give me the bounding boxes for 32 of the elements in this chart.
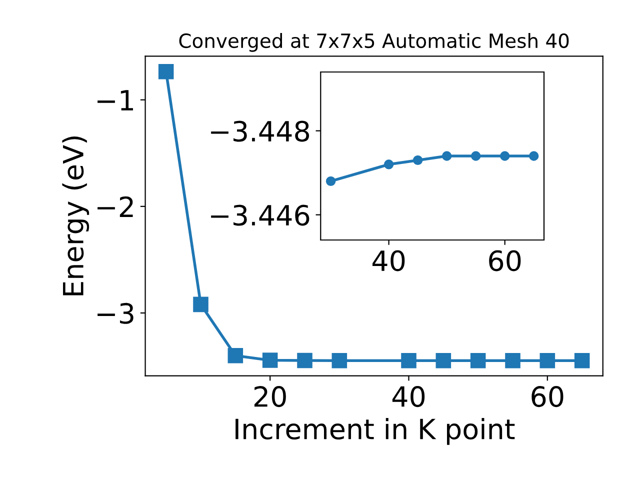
y-tick-label: −2 <box>98 196 133 217</box>
x-tick-label: 60 <box>532 386 564 408</box>
point <box>158 64 174 80</box>
point <box>332 352 348 368</box>
point <box>436 352 452 368</box>
point <box>401 352 416 368</box>
point <box>228 348 244 364</box>
x-tick-label: 20 <box>254 386 286 408</box>
point <box>574 353 590 368</box>
y-axis-title: Energy (eV) <box>62 136 90 296</box>
point <box>442 151 452 161</box>
x-axis-title: Increment in K point <box>236 418 515 445</box>
x-tick-label: 40 <box>392 386 425 408</box>
point <box>505 353 520 368</box>
x-tick-label: 40 <box>372 250 405 272</box>
y-tick-label: −3.446 <box>211 204 310 226</box>
point <box>297 352 312 368</box>
point <box>500 151 510 161</box>
point <box>412 155 423 166</box>
point <box>540 353 556 368</box>
point <box>193 296 208 312</box>
point <box>470 353 486 368</box>
y-tick-label: −3 <box>98 302 134 324</box>
point <box>262 352 278 368</box>
point <box>384 160 394 170</box>
y-tick-label: −3.448 <box>211 120 310 142</box>
x-tick-label: 60 <box>489 250 521 272</box>
point <box>528 151 539 161</box>
point <box>470 151 481 161</box>
y-tick-label: −1 <box>98 90 133 110</box>
point <box>326 176 336 186</box>
chart-title: Converged at 7x7x5 Automatic Mesh 40 <box>179 33 569 52</box>
